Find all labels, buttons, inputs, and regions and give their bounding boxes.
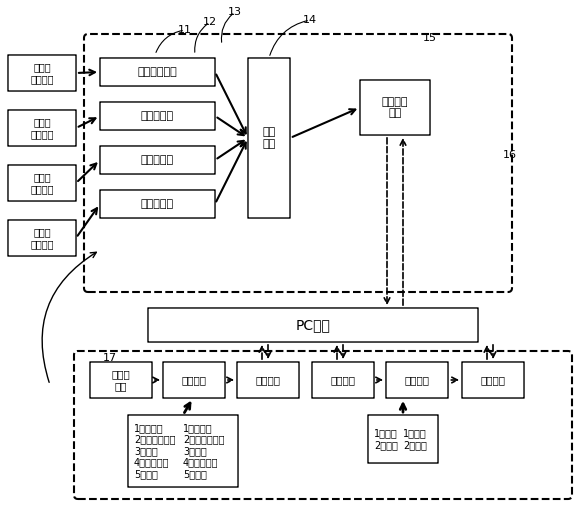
Text: 1、时域
2、频域: 1、时域 2、频域 bbox=[403, 428, 427, 450]
Text: 分析算法: 分析算法 bbox=[182, 375, 206, 385]
FancyBboxPatch shape bbox=[148, 308, 478, 342]
Text: 15: 15 bbox=[423, 33, 437, 43]
FancyBboxPatch shape bbox=[462, 362, 524, 398]
Text: 11: 11 bbox=[178, 25, 192, 35]
FancyBboxPatch shape bbox=[8, 110, 76, 146]
FancyBboxPatch shape bbox=[368, 415, 438, 463]
FancyBboxPatch shape bbox=[100, 58, 215, 86]
Text: 采集数据: 采集数据 bbox=[481, 375, 506, 385]
Text: 数据采集
电路: 数据采集 电路 bbox=[381, 96, 408, 118]
Text: 16: 16 bbox=[503, 150, 517, 160]
Text: 1、功率谱
2、功率谱密度
3、倒谱
4、小波变换
5、包络: 1、功率谱 2、功率谱密度 3、倒谱 4、小波变换 5、包络 bbox=[134, 423, 175, 479]
FancyBboxPatch shape bbox=[90, 362, 152, 398]
FancyBboxPatch shape bbox=[312, 362, 374, 398]
Text: 曳引机
电流信号: 曳引机 电流信号 bbox=[30, 227, 54, 249]
Text: 保存数据: 保存数据 bbox=[331, 375, 356, 385]
Text: 调理
电路: 调理 电路 bbox=[263, 127, 275, 149]
FancyBboxPatch shape bbox=[386, 362, 448, 398]
Text: 曳引机
温度信号: 曳引机 温度信号 bbox=[30, 117, 54, 139]
FancyBboxPatch shape bbox=[100, 190, 215, 218]
Text: 1、功率谱
2、功率谱密度
3、倒谱
4、小波变换
5、包络: 1、功率谱 2、功率谱密度 3、倒谱 4、小波变换 5、包络 bbox=[183, 423, 224, 479]
FancyBboxPatch shape bbox=[8, 55, 76, 91]
Text: 曳引机
振动信号: 曳引机 振动信号 bbox=[30, 62, 54, 84]
Text: 分析后
显示: 分析后 显示 bbox=[111, 369, 130, 391]
Text: 温度传感器: 温度传感器 bbox=[141, 111, 174, 121]
Text: 速度传感器: 速度传感器 bbox=[141, 155, 174, 165]
FancyBboxPatch shape bbox=[163, 362, 225, 398]
Text: 1、时域
2、频域: 1、时域 2、频域 bbox=[374, 428, 398, 450]
Text: 电流传感器: 电流传感器 bbox=[141, 199, 174, 209]
FancyBboxPatch shape bbox=[128, 415, 238, 487]
FancyBboxPatch shape bbox=[8, 220, 76, 256]
FancyBboxPatch shape bbox=[360, 80, 430, 135]
Text: 加速度传感器: 加速度传感器 bbox=[138, 67, 178, 77]
FancyBboxPatch shape bbox=[100, 146, 215, 174]
Text: 13: 13 bbox=[228, 7, 242, 17]
Text: 实时显示: 实时显示 bbox=[404, 375, 430, 385]
Text: PC电脑: PC电脑 bbox=[295, 318, 331, 332]
FancyBboxPatch shape bbox=[8, 165, 76, 201]
Text: 打开数据: 打开数据 bbox=[255, 375, 281, 385]
FancyBboxPatch shape bbox=[237, 362, 299, 398]
Text: 17: 17 bbox=[103, 353, 117, 363]
Text: 14: 14 bbox=[303, 15, 317, 25]
Text: 12: 12 bbox=[203, 17, 217, 27]
FancyBboxPatch shape bbox=[248, 58, 290, 218]
FancyBboxPatch shape bbox=[100, 102, 215, 130]
Text: 曳引机
转动信号: 曳引机 转动信号 bbox=[30, 172, 54, 194]
